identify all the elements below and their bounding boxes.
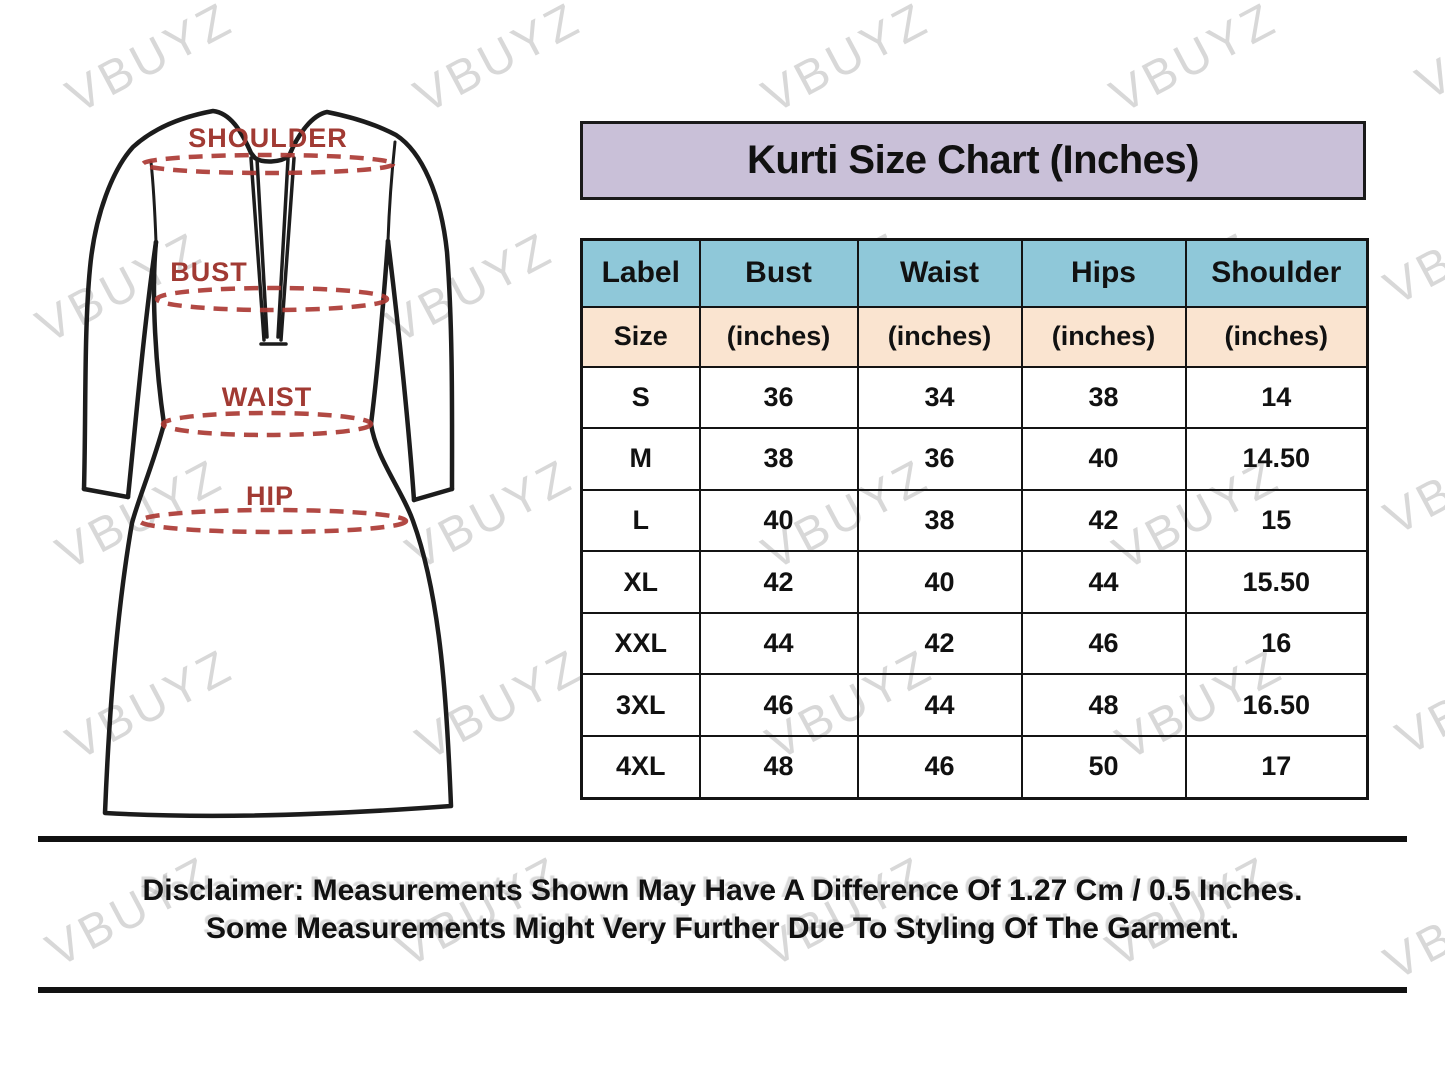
disclaimer: Disclaimer: Measurements Shown May Have … [38,872,1407,948]
shoulder-cell: 14.50 [1184,427,1369,491]
hips-cell: 42 [1020,488,1187,553]
hip-measure-ellipse [137,507,409,535]
left-cuff [81,486,131,500]
kurti-body [102,238,454,819]
shoulder-cell: 15.50 [1184,550,1369,614]
right-inner-sleeve [385,238,417,503]
bust-cell: 42 [698,550,859,614]
header-row: Label Bust Waist Hips Shoulder [580,238,1369,308]
hips-cell: 38 [1020,365,1187,430]
waist-cell: 44 [856,673,1023,737]
col-header-waist: Waist [856,238,1023,308]
col-header-label: Label [580,238,701,308]
size-cell: 4XL [580,734,701,800]
measurement-dashes [137,152,409,535]
bust-cell: 36 [698,365,859,430]
bust-cell: 44 [698,611,859,676]
bust-cell: 48 [698,734,859,800]
right-cuff [411,486,455,503]
shoulder-measure-ellipse [140,152,396,176]
watermark-text: VBUYZ [1376,184,1445,316]
table-row-4xl: 4XL 48 46 50 17 [580,734,1369,800]
waist-cell: 46 [856,734,1023,800]
shoulder-cell: 17 [1184,734,1369,800]
bust-cell: 46 [698,673,859,737]
measurement-labels: SHOULDER BUST WAIST HIP [170,123,348,511]
waist-cell: 38 [856,488,1023,553]
watermark-text: VBUYZ [1102,0,1286,124]
bust-cell: 40 [698,488,859,553]
col-header-bust: Bust [698,238,859,308]
col-header-hips: Hips [1020,238,1187,308]
shoulder-label: SHOULDER [188,123,348,153]
table-row-xxl: XXL 44 42 46 16 [580,611,1369,676]
subheader-inches-2: (inches) [856,305,1023,368]
shoulder-cell: 16.50 [1184,673,1369,737]
waist-cell: 36 [856,427,1023,491]
table-row-m: M 38 36 40 14.50 [580,427,1369,491]
watermark-text: VBUYZ [1388,634,1445,766]
left-inner-sleeve [125,239,159,500]
table-row-3xl: 3XL 46 44 48 16.50 [580,673,1369,737]
bust-label: BUST [170,257,248,287]
waist-cell: 40 [856,550,1023,614]
hips-cell: 46 [1020,611,1187,676]
table-row-l: L 40 38 42 15 [580,488,1369,553]
watermark-text: VBUYZ [754,0,938,124]
shoulder-cell: 16 [1184,611,1369,676]
left-armhole-seam [149,160,158,244]
table-row-s: S 36 34 38 14 [580,365,1369,430]
size-cell: XL [580,550,701,614]
subheader-row: Size (inches) (inches) (inches) (inches) [580,305,1369,368]
subheader-inches-1: (inches) [698,305,859,368]
waist-label: WAIST [222,382,313,412]
size-chart-title: Kurti Size Chart (Inches) [580,121,1366,200]
size-cell: S [580,365,701,430]
col-header-shoulder: Shoulder [1184,238,1369,308]
table-row-xl: XL 42 40 44 15.50 [580,550,1369,614]
subheader-inches-3: (inches) [1020,305,1187,368]
size-table-container: Label Bust Waist Hips Shoulder Size (inc… [580,238,1369,800]
subheader-inches-4: (inches) [1184,305,1369,368]
divider-line-bottom [38,987,1407,993]
divider-line-top [38,836,1407,842]
waist-cell: 34 [856,365,1023,430]
kurti-silhouette-top [81,108,455,492]
disclaimer-line-1: Disclaimer: Measurements Shown May Have … [142,874,1303,907]
watermark-text: VBUYZ [1376,414,1445,546]
size-chart-title-text: Kurti Size Chart (Inches) [746,138,1200,182]
size-cell: L [580,488,701,553]
hips-cell: 44 [1020,550,1187,614]
size-cell: M [580,427,701,491]
disclaimer-line-2: Some Measurements Might Very Further Due… [206,912,1239,945]
right-armhole-seam [386,140,397,243]
size-cell: 3XL [580,673,701,737]
waist-measure-ellipse [160,410,374,438]
shoulder-cell: 14 [1184,365,1369,430]
waist-cell: 42 [856,611,1023,676]
size-cell: XXL [580,611,701,676]
kurti-measurement-diagram: SHOULDER BUST WAIST HIP [81,108,455,819]
hips-cell: 48 [1020,673,1187,737]
hip-label: HIP [246,481,294,511]
bust-cell: 38 [698,427,859,491]
neck-slit [249,156,296,346]
hips-cell: 50 [1020,734,1187,800]
hips-cell: 40 [1020,427,1187,491]
kurti-outline [81,108,455,819]
bust-measure-ellipse [154,285,390,313]
shoulder-cell: 15 [1184,488,1369,553]
watermark-text: VBUYZ [1408,0,1445,111]
subheader-size: Size [580,305,701,368]
size-table: Label Bust Waist Hips Shoulder Size (inc… [580,238,1369,800]
